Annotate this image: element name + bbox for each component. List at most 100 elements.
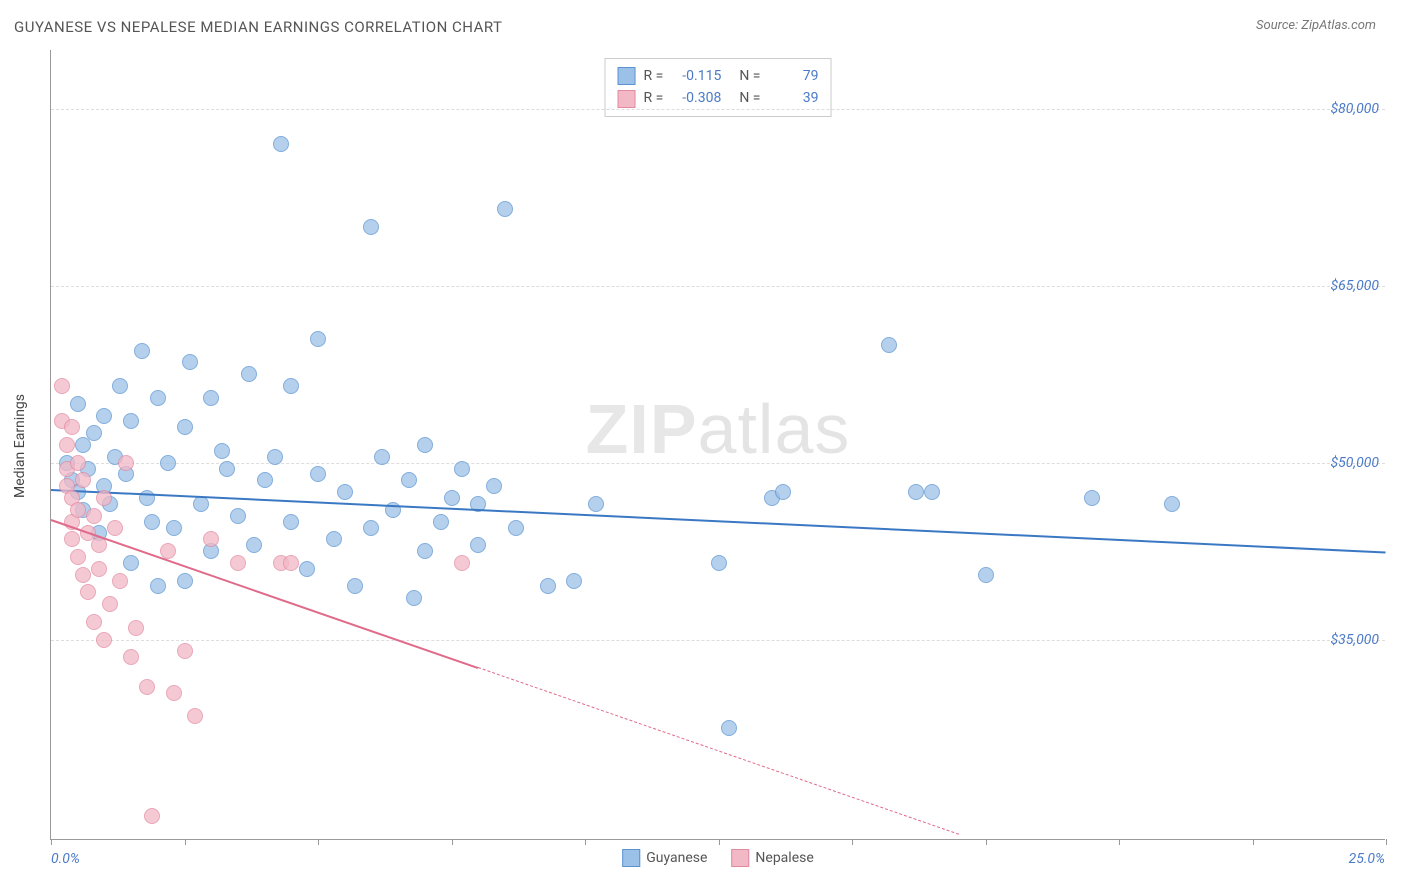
data-point [444,490,460,506]
data-point [721,720,737,736]
watermark-light: atlas [698,390,851,468]
data-point [102,596,118,612]
data-point [241,366,257,382]
gridline [51,463,1385,464]
n-label: N = [739,65,760,87]
data-point [166,685,182,701]
data-point [86,508,102,524]
data-point [96,490,112,506]
data-point [347,578,363,594]
data-point [112,573,128,589]
chart-container: GUYANESE VS NEPALESE MEDIAN EARNINGS COR… [0,0,1406,892]
data-point [454,461,470,477]
legend-label: Guyanese [646,850,707,866]
data-point [177,643,193,659]
data-point [54,378,70,394]
data-point [70,502,86,518]
data-point [214,443,230,459]
y-tick-label: $80,000 [1331,101,1379,117]
data-point [64,419,80,435]
data-point [86,425,102,441]
data-point [497,201,513,217]
x-tick [185,839,186,845]
data-point [417,437,433,453]
x-tick [719,839,720,845]
data-point [310,466,326,482]
data-point [96,408,112,424]
gridline [51,640,1385,641]
data-point [417,543,433,559]
data-point [273,136,289,152]
data-point [283,514,299,530]
data-point [160,455,176,471]
x-tick [318,839,319,845]
data-point [433,514,449,530]
x-tick [986,839,987,845]
data-point [123,555,139,571]
data-point [406,590,422,606]
legend-item: Guyanese [622,849,707,867]
n-label: N = [739,87,760,109]
data-point [70,396,86,412]
data-point [283,555,299,571]
data-point [182,354,198,370]
r-value: -0.115 [671,65,721,87]
data-point [203,531,219,547]
r-value: -0.308 [671,87,721,109]
data-point [86,614,102,630]
x-tick [585,839,586,845]
data-point [454,555,470,571]
data-point [187,708,203,724]
data-point [230,508,246,524]
legend-stat-row: R = -0.115 N = 79 [618,65,819,87]
x-tick [452,839,453,845]
x-tick [51,839,52,845]
data-point [134,343,150,359]
data-point [203,390,219,406]
y-axis-title: Median Earnings [12,394,28,498]
data-point [139,679,155,695]
gridline [51,286,1385,287]
data-point [70,549,86,565]
data-point [267,449,283,465]
source-label: Source: ZipAtlas.com [1256,18,1376,33]
data-point [924,484,940,500]
data-point [177,419,193,435]
x-axis-min-label: 0.0% [51,851,80,867]
data-point [1164,496,1180,512]
data-point [881,337,897,353]
x-tick [1386,839,1387,845]
legend-stat-row: R =-0.308N =39 [618,87,819,109]
data-point [978,567,994,583]
y-tick-label: $35,000 [1331,632,1379,648]
data-point [107,520,123,536]
legend-swatch [618,90,636,108]
data-point [486,478,502,494]
x-axis-max-label: 25.0% [1349,851,1385,867]
data-point [230,555,246,571]
legend-item: Nepalese [731,849,813,867]
legend-swatch [622,849,640,867]
data-point [123,413,139,429]
watermark-bold: ZIP [586,390,698,468]
data-point [96,632,112,648]
data-point [177,573,193,589]
data-point [401,472,417,488]
y-tick-label: $50,000 [1331,455,1379,471]
data-point [128,620,144,636]
data-point [508,520,524,536]
data-point [160,543,176,559]
data-point [310,331,326,347]
data-point [299,561,315,577]
r-label: R = [644,65,664,87]
data-point [70,455,86,471]
n-value: 79 [768,65,818,87]
data-point [283,378,299,394]
data-point [908,484,924,500]
data-point [363,219,379,235]
data-point [59,437,75,453]
legend-swatch [731,849,749,867]
data-point [118,455,134,471]
data-point [540,578,556,594]
y-tick-label: $65,000 [1331,278,1379,294]
